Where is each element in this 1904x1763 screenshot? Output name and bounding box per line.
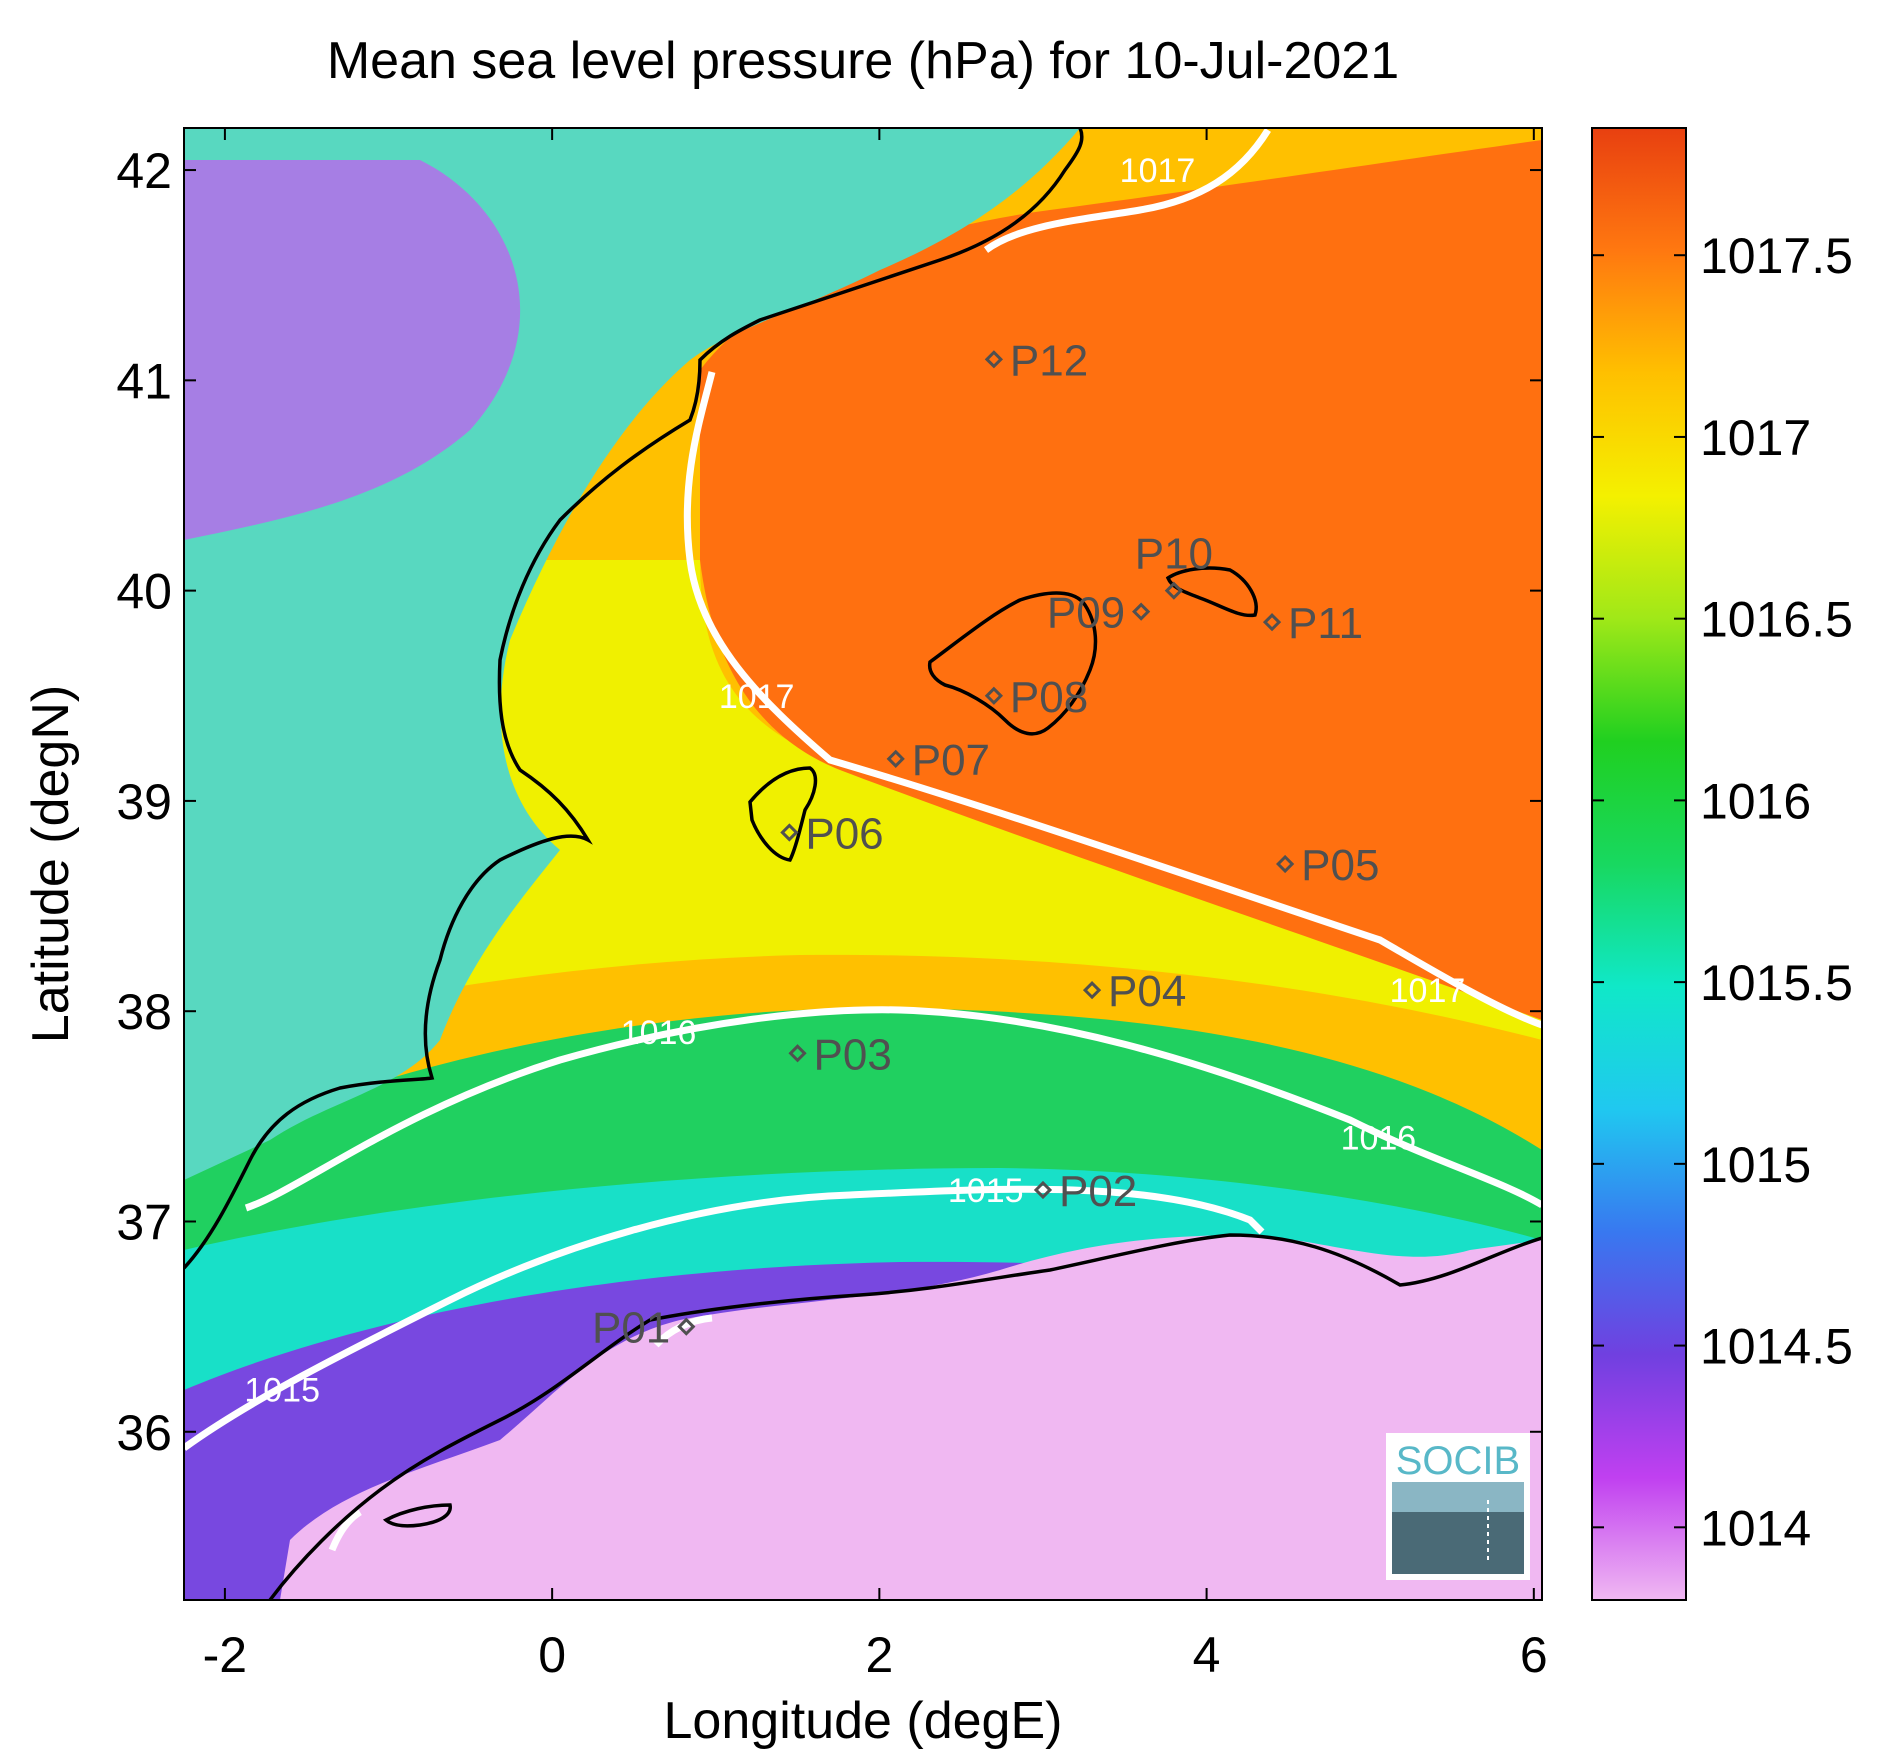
y-axis-label: Latitude (degN)	[22, 685, 80, 1043]
station-p06: P06	[780, 809, 884, 858]
y-tick-label: 37	[116, 1194, 172, 1250]
colorbar-tick-label: 1017.5	[1700, 228, 1853, 284]
station-marker	[677, 1317, 696, 1336]
contour-label: 1017	[1390, 972, 1466, 1010]
station-p08: P08	[984, 673, 1088, 722]
x-tick-label: 6	[1520, 1627, 1548, 1683]
station-marker	[1262, 613, 1282, 632]
isobar-1016	[244, 1006, 1542, 1212]
coastline	[184, 128, 1542, 1600]
y-tick-label: 42	[116, 143, 172, 199]
x-tick-label: 0	[538, 1627, 566, 1683]
menorca-island	[1165, 566, 1258, 618]
x-axis-label: Longitude (degE)	[664, 1692, 1063, 1750]
station-p11: P11	[1262, 599, 1363, 648]
y-tick-label: 40	[116, 564, 172, 620]
contour-label: 1017	[1120, 152, 1196, 190]
station-p12: P12	[984, 336, 1088, 385]
station-marker	[886, 749, 905, 768]
isobar-1015	[184, 1185, 1265, 1451]
station-label: P11	[1288, 599, 1363, 648]
station-marker	[1164, 581, 1183, 600]
iberian-coastline	[184, 128, 1084, 1270]
station-marker	[984, 350, 1004, 369]
colorbar-tick-label: 1014	[1700, 1500, 1811, 1556]
colorbar-scale	[1591, 127, 1687, 1601]
station-label: P04	[1108, 967, 1186, 1016]
colorbar-tick-label: 1016	[1700, 773, 1811, 829]
station-label: P02	[1059, 1167, 1137, 1216]
y-tick-label: 36	[116, 1405, 172, 1461]
map-area	[184, 128, 1542, 1600]
station-label: P01	[592, 1304, 670, 1353]
station-label: P09	[1047, 589, 1125, 638]
station-p07: P07	[886, 736, 990, 785]
contour-label: 1015	[948, 1172, 1024, 1210]
contour-labels: 1017 1017 1017 1016 1016 1015 1015	[244, 152, 1465, 1410]
mallorca-island	[927, 591, 1098, 736]
alboran-island	[382, 1503, 452, 1528]
station-label: P08	[1010, 673, 1088, 722]
colorbar-tick-label: 1015.5	[1700, 955, 1853, 1011]
station-p09: P09	[1047, 589, 1151, 638]
colorbar-tick-label: 1017	[1700, 410, 1811, 466]
contour-label: 1016	[1341, 1119, 1417, 1157]
y-tick-label: 39	[116, 774, 172, 830]
station-p03: P03	[788, 1030, 892, 1079]
map-frame	[183, 127, 1543, 1601]
station-label: P06	[805, 809, 883, 858]
y-tick-label: 38	[116, 984, 172, 1040]
station-marker	[788, 1044, 807, 1063]
station-label: P03	[814, 1030, 892, 1079]
station-marker	[1276, 854, 1295, 874]
y-axis: 36 37 38 39 40 41 42	[116, 143, 1542, 1461]
logo-sea-top	[1392, 1482, 1524, 1512]
x-axis: -2 0 2 4 6	[203, 128, 1548, 1683]
station-p01: P01	[592, 1304, 696, 1353]
x-tick-label: 2	[865, 1627, 893, 1683]
pressure-field-high	[700, 140, 1542, 1020]
station-p02: P02	[1033, 1167, 1137, 1216]
contour-label: 1016	[621, 1014, 697, 1052]
colorbar-tick-label: 1014.5	[1700, 1319, 1853, 1375]
station-marker	[1033, 1180, 1053, 1200]
station-label: P05	[1301, 841, 1379, 890]
station-p10: P10	[1135, 530, 1213, 600]
isobar-1017-north	[983, 128, 1271, 253]
colorbar: 1014 1014.5 1015 1015.5 1016 1016.5 1017 1017.5	[1591, 127, 1853, 1601]
colorbar-tick-label: 1016.5	[1700, 592, 1853, 648]
contour-label: 1015	[244, 1372, 320, 1410]
y-tick-label: 41	[116, 353, 172, 409]
station-p04: P04	[1082, 967, 1186, 1016]
station-label: P07	[912, 736, 990, 785]
pressure-field-yellow-band	[184, 560, 1542, 1040]
station-marker	[780, 823, 799, 842]
pressure-field-africa-low	[280, 1235, 1542, 1600]
colorbar-ticks: 1014 1014.5 1015 1015.5 1016 1016.5 1017 1017.5	[1592, 228, 1853, 1556]
station-label: P12	[1010, 336, 1088, 385]
x-tick-label: -2	[203, 1627, 247, 1683]
ibiza-island	[748, 766, 818, 862]
african-coastline	[268, 1233, 1542, 1600]
contour-label: 1017	[719, 678, 795, 716]
colorbar-tick-label: 1015	[1700, 1137, 1811, 1193]
pressure-isobars	[184, 128, 1542, 1552]
pressure-field-mountain-low	[184, 160, 521, 540]
logo-text: SOCIB	[1396, 1439, 1520, 1483]
station-p05: P05	[1276, 841, 1379, 890]
socib-logo: SOCIB	[1386, 1433, 1530, 1580]
station-label: P10	[1135, 530, 1213, 579]
station-marker	[1132, 602, 1151, 621]
station-marker	[1082, 981, 1102, 1000]
isobar-1015-south	[328, 1508, 362, 1552]
x-tick-label: 4	[1193, 1627, 1221, 1683]
isobar-1017-main	[683, 371, 1542, 1029]
figure-title: Mean sea level pressure (hPa) for 10-Jul…	[327, 32, 1399, 90]
station-marker	[984, 686, 1004, 705]
